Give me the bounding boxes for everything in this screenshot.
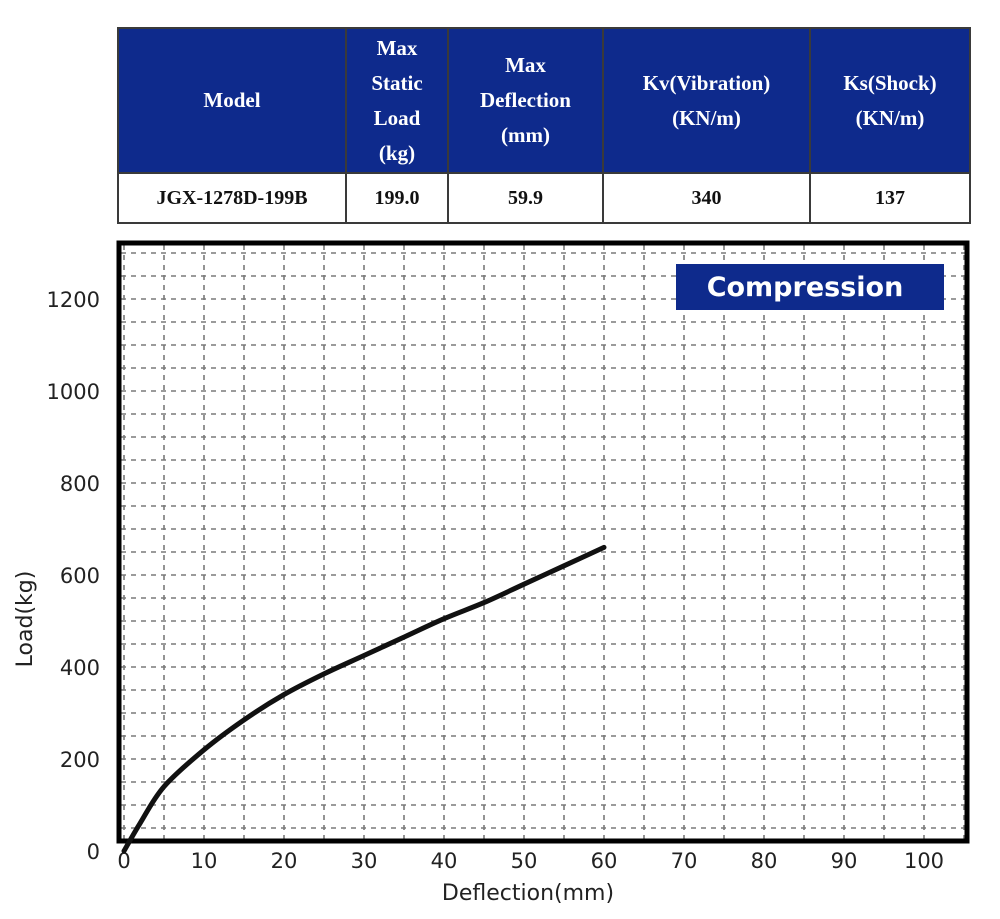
cell-max-static-load: 199.0	[345, 172, 449, 224]
x-tick-label: 20	[271, 849, 298, 873]
x-tick-label: 40	[431, 849, 458, 873]
y-tick-label: 0	[87, 840, 100, 864]
plot-frame	[116, 240, 970, 844]
grid	[121, 245, 965, 839]
header-max-deflection: Max Deflection (mm)	[447, 27, 604, 174]
y-tick-labels: 0 200 400 600 800 1000 1200	[47, 288, 100, 864]
x-tick-label: 100	[904, 849, 944, 873]
x-tick-label: 80	[751, 849, 778, 873]
y-tick-label: 1000	[47, 380, 100, 404]
load-deflection-chart: 0 200 400 600 800 1000 1200 0 10 20 30 40 50 60 70 80 9…	[13, 240, 970, 906]
y-tick-label: 400	[60, 656, 100, 680]
header-max-static-load: Max Static Load (kg)	[345, 27, 449, 174]
header-line: Max	[505, 53, 546, 77]
header-line: Static	[371, 70, 423, 95]
x-axis-label: Deflection(mm)	[442, 881, 614, 906]
x-tick-label: 90	[831, 849, 858, 873]
cell-ks: 137	[809, 172, 971, 224]
load-deflection-curve	[121, 544, 607, 854]
x-tick-label: 60	[591, 849, 618, 873]
header-line: (kg)	[378, 140, 416, 165]
x-tick-labels: 0 10 20 30 40 50 60 70 80 90 100	[117, 849, 944, 873]
y-tick-label: 200	[60, 748, 100, 772]
spec-header-row: Model Max Static Load (kg) Max Deflectio…	[117, 27, 971, 174]
header-line: (KN/m)	[855, 105, 925, 130]
y-axis-label: Load(kg)	[13, 571, 38, 668]
header-line: Load	[373, 105, 421, 130]
header-line: Kv(Vibration)	[642, 70, 771, 95]
compression-badge	[676, 264, 944, 310]
cell-model: JGX-1278D-199B	[117, 172, 347, 224]
spec-data-row: JGX-1278D-199B 199.0 59.9 340 137	[117, 172, 971, 224]
x-tick-label: 0	[117, 849, 130, 873]
header-line: Ks(Shock)	[843, 70, 937, 95]
cell-max-deflection: 59.9	[447, 172, 604, 224]
header-kv-vibration: Kv(Vibration) (KN/m)	[602, 27, 811, 174]
x-tick-label: 30	[351, 849, 378, 873]
cell-kv: 340	[602, 172, 811, 224]
header-line: Deflection	[480, 88, 571, 112]
x-tick-label: 50	[511, 849, 538, 873]
x-tick-label: 70	[671, 849, 698, 873]
x-tick-label: 10	[191, 849, 218, 873]
y-tick-label: 800	[60, 472, 100, 496]
header-model: Model	[117, 27, 347, 174]
header-ks-shock: Ks(Shock) (KN/m)	[809, 27, 971, 174]
spec-table: Model Max Static Load (kg) Max Deflectio…	[117, 27, 971, 224]
header-line: Max	[376, 35, 418, 60]
header-line: (KN/m)	[672, 105, 741, 130]
header-model-text: Model	[203, 88, 261, 112]
header-line: (mm)	[501, 123, 550, 147]
compression-badge-label: Compression	[707, 272, 904, 303]
y-tick-label: 1200	[47, 288, 100, 312]
y-tick-label: 600	[60, 564, 100, 588]
